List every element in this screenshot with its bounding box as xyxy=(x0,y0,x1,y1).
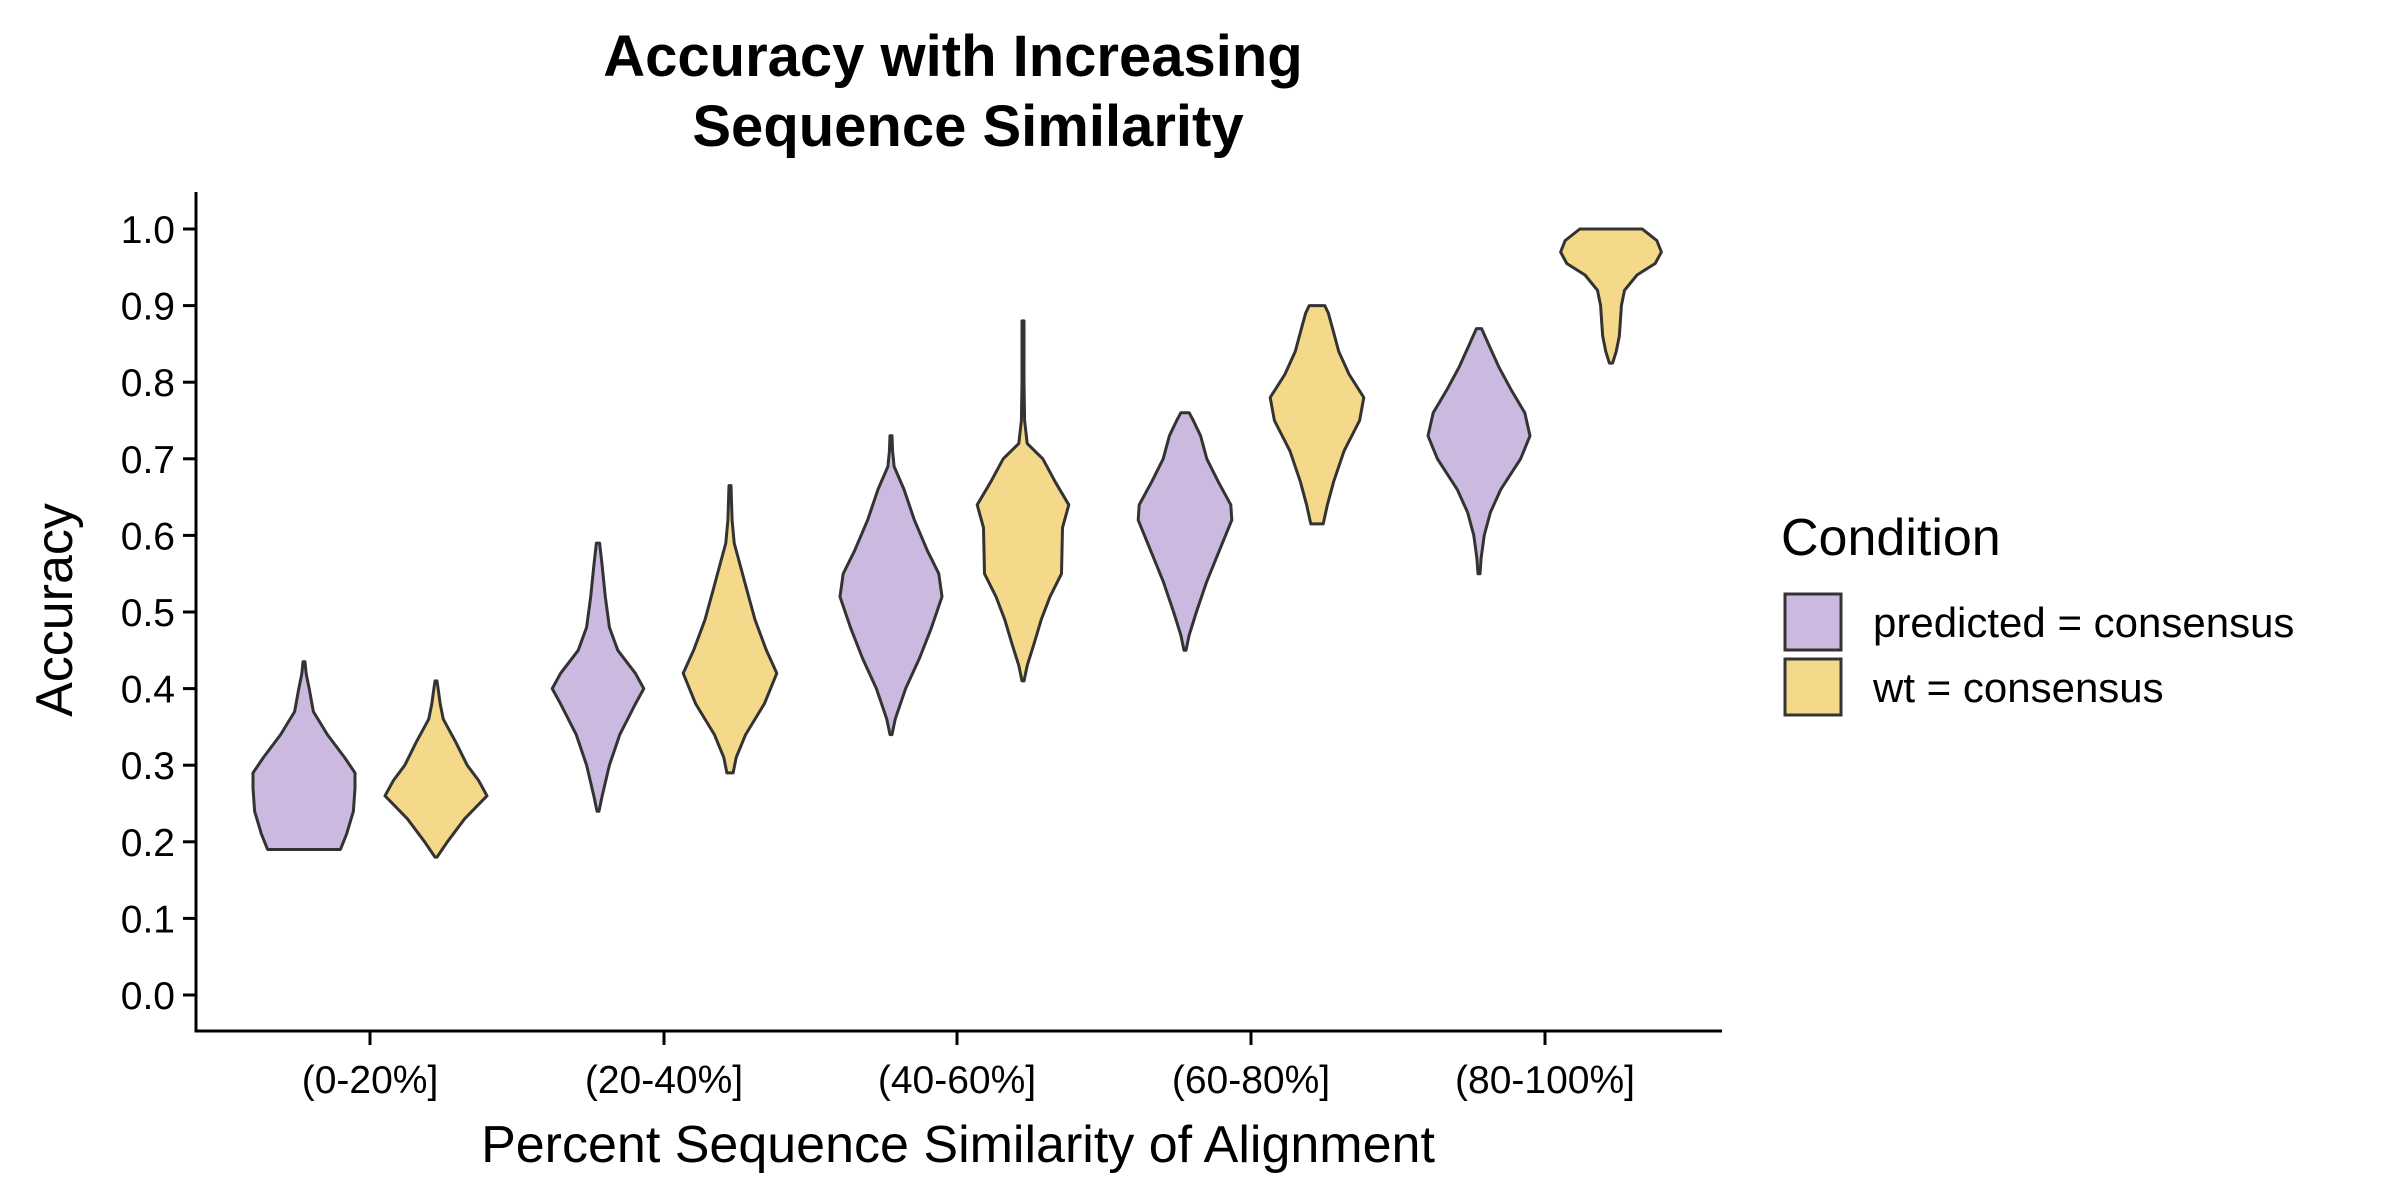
y-tick-label: 0.9 xyxy=(121,286,175,329)
x-tick-label: (80-100%] xyxy=(1455,1059,1635,1102)
legend-label-predicted: predicted = consensus xyxy=(1873,599,2294,646)
legend-swatch-wt xyxy=(1783,657,1843,717)
y-tick-label: 1.0 xyxy=(121,209,175,252)
y-axis-title: Accuracy xyxy=(26,503,84,717)
x-tick-label: (20-40%] xyxy=(585,1059,743,1102)
x-tick-label: (0-20%] xyxy=(302,1059,439,1102)
x-tick-label: (40-60%] xyxy=(878,1059,1036,1102)
y-tick-label: 0.7 xyxy=(121,439,175,482)
violin-wt-4 xyxy=(1268,304,1366,526)
x-axis-title: Percent Sequence Similarity of Alignment xyxy=(481,1116,1435,1174)
y-tick-label: 0.8 xyxy=(121,362,175,405)
violin-wt-5 xyxy=(1559,227,1663,365)
violin-predicted-1 xyxy=(251,660,357,851)
violin-predicted-2 xyxy=(550,541,646,813)
chart-title-line-1: Accuracy with Increasing xyxy=(603,24,1302,89)
chart-title: Accuracy with Increasing Sequence Simila… xyxy=(603,24,1302,159)
x-tick-label: (60-80%] xyxy=(1172,1059,1330,1102)
violin-predicted-5 xyxy=(1426,327,1532,576)
y-tick-label: 0.3 xyxy=(121,745,175,788)
x-axis-ticks: (0-20%] (20-40%] (40-60%] (60-80%] (80-100%] xyxy=(302,1031,1635,1102)
y-tick-label: 0.5 xyxy=(121,592,175,635)
y-tick-label: 0.0 xyxy=(121,975,175,1018)
legend-title: Condition xyxy=(1781,509,2001,567)
legend-swatch-predicted xyxy=(1783,592,1843,652)
y-tick-label: 0.1 xyxy=(121,898,175,941)
legend-label-wt: wt = consensus xyxy=(1872,664,2164,711)
y-tick-label: 0.4 xyxy=(121,669,175,712)
y-axis-ticks: 0.0 0.1 0.2 0.3 0.4 0.5 0.6 0.7 0.8 0.9 1.0 xyxy=(121,209,196,1018)
chart-title-line-2: Sequence Similarity xyxy=(692,94,1243,159)
violin-marks xyxy=(251,227,1663,859)
violin-wt-3 xyxy=(975,319,1071,683)
violin-wt-1 xyxy=(383,679,489,859)
violin-predicted-3 xyxy=(838,434,944,737)
violin-wt-2 xyxy=(681,484,779,775)
legend: Condition predicted = consensus wt = con… xyxy=(1781,509,2294,717)
y-tick-label: 0.2 xyxy=(121,822,175,865)
violin-predicted-4 xyxy=(1136,411,1234,652)
y-tick-label: 0.6 xyxy=(121,515,175,558)
